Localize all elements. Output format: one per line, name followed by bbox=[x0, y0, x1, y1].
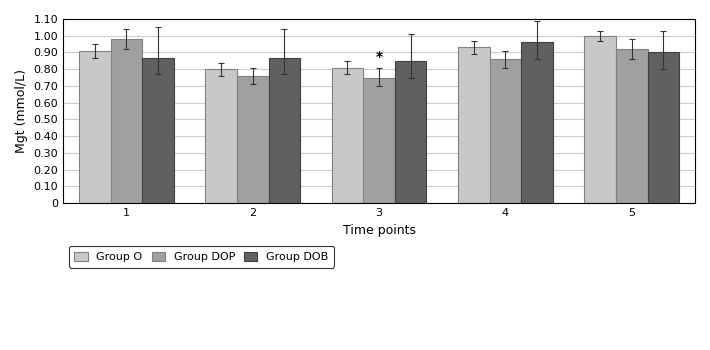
Legend: Group O, Group DOP, Group DOB: Group O, Group DOP, Group DOB bbox=[69, 246, 334, 267]
Bar bbox=[79, 51, 111, 203]
Bar bbox=[142, 57, 174, 203]
Bar bbox=[364, 78, 395, 203]
Bar bbox=[648, 52, 679, 203]
Bar bbox=[237, 76, 268, 203]
Bar bbox=[521, 42, 553, 203]
Bar bbox=[111, 39, 142, 203]
Bar bbox=[268, 57, 300, 203]
Text: *: * bbox=[376, 50, 383, 64]
Y-axis label: Mgt (mmol/L): Mgt (mmol/L) bbox=[15, 69, 28, 153]
X-axis label: Time points: Time points bbox=[343, 224, 415, 237]
Bar bbox=[458, 48, 490, 203]
Bar bbox=[584, 36, 616, 203]
Bar bbox=[395, 61, 427, 203]
Bar bbox=[332, 68, 364, 203]
Bar bbox=[205, 69, 237, 203]
Bar bbox=[490, 59, 521, 203]
Bar bbox=[616, 49, 648, 203]
